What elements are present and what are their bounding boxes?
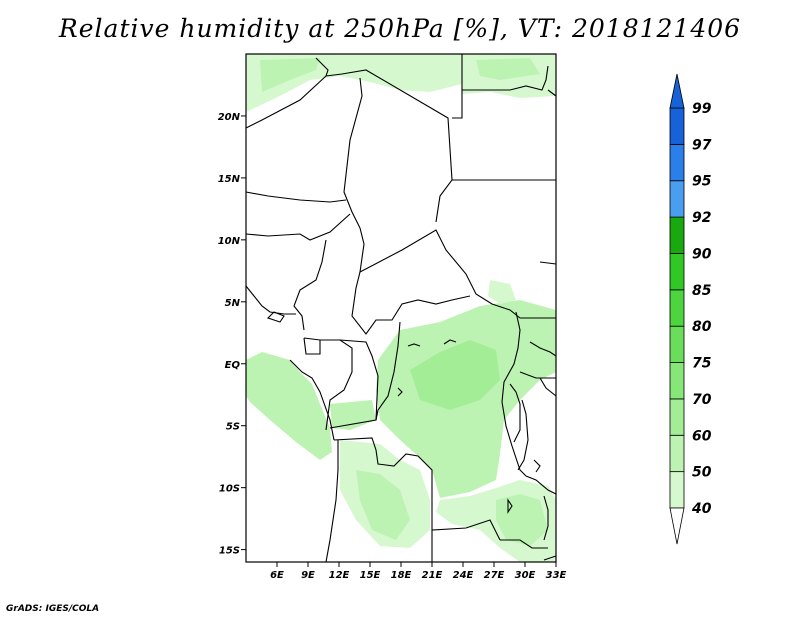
colorbar-label: 85 <box>692 283 712 299</box>
lat-tick-label: EQ <box>225 360 241 371</box>
colorbar-label: 80 <box>692 319 712 335</box>
colorbar-label: 50 <box>692 465 712 481</box>
lat-tick-label: 15N <box>218 174 241 185</box>
colorbar-under-arrow <box>669 507 685 545</box>
lon-tick-label: 9E <box>301 570 315 581</box>
lon-tick-label: 18E <box>391 570 412 581</box>
colorbar-label: 60 <box>692 428 712 444</box>
humidity-shading <box>246 54 556 562</box>
colorbar-label: 97 <box>692 137 712 153</box>
colorbar-swatch <box>669 180 685 218</box>
lat-tick-label: 20N <box>218 112 241 123</box>
colorbar-swatch <box>669 107 685 145</box>
colorbar-swatch <box>669 398 685 436</box>
humidity-area <box>488 280 516 304</box>
colorbar-label: 70 <box>692 392 712 408</box>
colorbar-label: 75 <box>692 356 712 372</box>
latitude-axis: 20N 15N 10N 5N EQ 5S 10S 15S <box>218 112 246 557</box>
lon-tick-label: 15E <box>360 570 381 581</box>
colorbar-label: 95 <box>692 174 712 190</box>
lon-tick-label: 6E <box>270 570 284 581</box>
lat-tick-label: 10S <box>219 484 240 495</box>
humidity-area <box>476 58 540 80</box>
colorbar-label: 99 <box>692 101 712 117</box>
lon-tick-label: 33E <box>546 570 567 581</box>
humidity-area <box>410 340 500 410</box>
humidity-area <box>330 400 376 430</box>
lon-tick-label: 21E <box>422 570 443 581</box>
page-title: Relative humidity at 250hPa [%], VT: 201… <box>58 14 742 43</box>
longitude-axis: 6E 9E 12E 15E 18E 21E 24E 27E 30E 33E <box>270 562 567 581</box>
colorbar-over-arrow <box>669 73 685 109</box>
grads-credit: GrADS: IGES/COLA <box>6 604 100 614</box>
lon-tick-label: 24E <box>453 570 474 581</box>
humidity-area <box>496 494 548 546</box>
colorbar-swatch <box>669 289 685 327</box>
lon-tick-label: 12E <box>329 570 350 581</box>
colorbar: 40 50 60 70 75 80 85 90 92 95 97 99 <box>669 73 712 545</box>
lon-tick-label: 30E <box>515 570 536 581</box>
humidity-area <box>246 352 332 460</box>
humidity-area <box>356 470 410 540</box>
colorbar-label: 40 <box>691 501 712 517</box>
country-borders <box>245 54 557 563</box>
lat-tick-label: 5N <box>225 298 241 309</box>
colorbar-swatch <box>669 216 685 254</box>
colorbar-label: 90 <box>692 246 712 262</box>
lat-tick-label: 10N <box>218 236 241 247</box>
colorbar-swatch <box>669 143 685 182</box>
colorbar-swatch <box>669 325 685 363</box>
colorbar-swatch <box>669 362 685 400</box>
colorbar-swatch <box>669 253 685 291</box>
lon-tick-label: 27E <box>484 570 505 581</box>
colorbar-label: 92 <box>692 210 711 226</box>
colorbar-swatch <box>669 471 685 509</box>
humidity-area <box>260 58 320 92</box>
colorbar-swatch <box>669 434 685 473</box>
lat-tick-label: 5S <box>226 422 240 433</box>
lat-tick-label: 15S <box>219 546 240 557</box>
